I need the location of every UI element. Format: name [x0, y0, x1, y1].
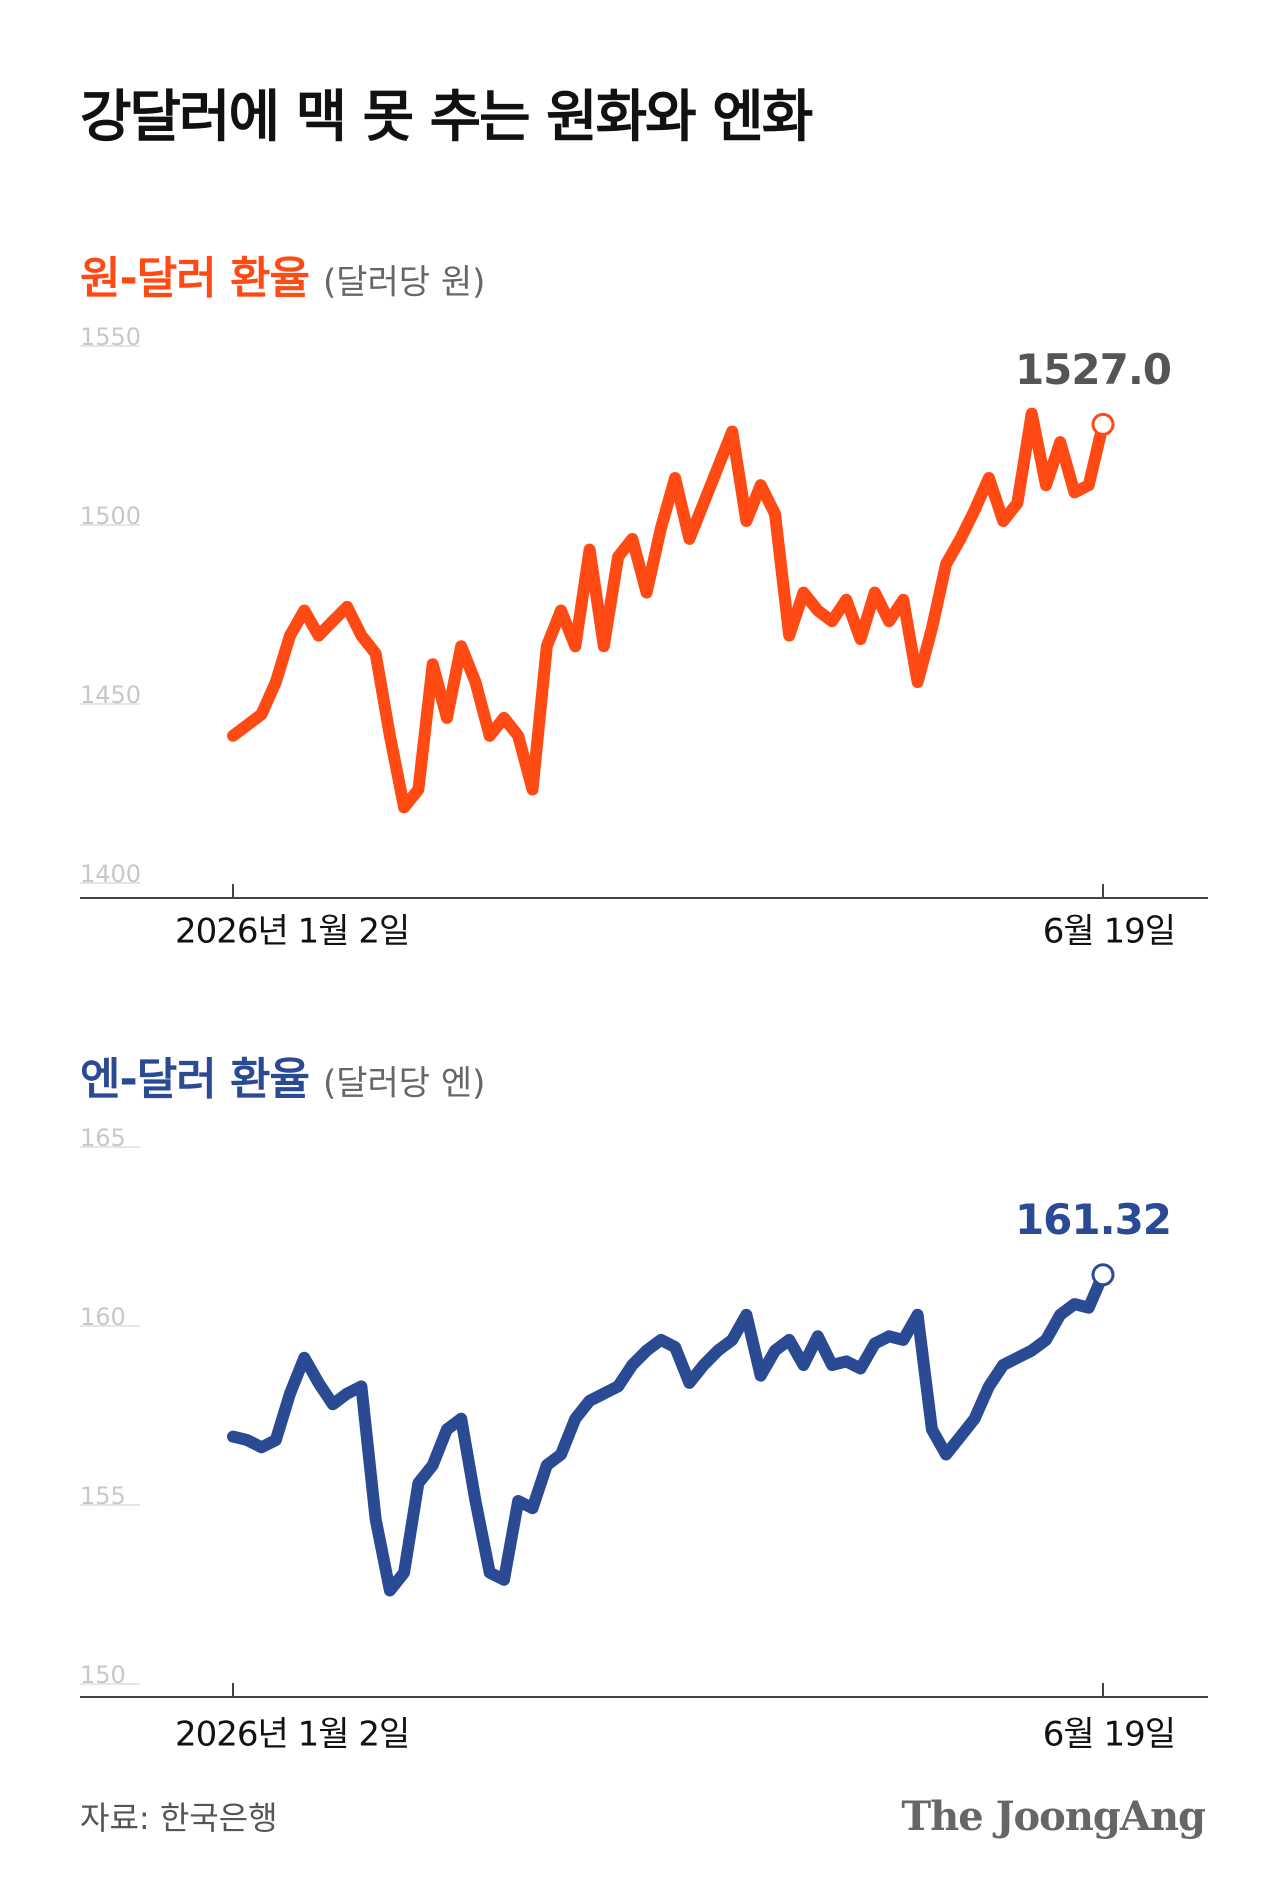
- y-tick-label: 1550: [80, 323, 141, 351]
- end-point: [1091, 412, 1115, 436]
- x-tick-label: 6월 19일: [1043, 1715, 1175, 1755]
- y-tick-label: 1450: [80, 681, 141, 709]
- brand: The JoongAng: [901, 1793, 1206, 1840]
- data-line: [227, 407, 1109, 814]
- source: 자료: 한국은행: [80, 1799, 278, 1837]
- y-tick-label: 155: [80, 1482, 126, 1510]
- chart-subtitle: (달러당 엔): [323, 1064, 485, 1104]
- end-point: [1091, 1263, 1115, 1287]
- end-value-label: 1527.0: [1015, 345, 1171, 394]
- chart-title: 원-달러 환율: [80, 253, 309, 304]
- y-tick-label: 160: [80, 1303, 126, 1331]
- x-tick-label: 2026년 1월 2일: [175, 912, 409, 952]
- chart-subtitle: (달러당 원): [323, 263, 485, 303]
- end-value-label: 161.32: [1015, 1195, 1171, 1244]
- y-tick-label: 150: [80, 1661, 126, 1689]
- main-title: 강달러에 맥 못 추는 원화와 엔화: [80, 85, 813, 150]
- data-line: [227, 1268, 1109, 1597]
- y-tick-label: 1500: [80, 502, 141, 530]
- x-tick-label: 2026년 1월 2일: [175, 1715, 409, 1755]
- chart-title: 엔-달러 환율: [80, 1054, 309, 1105]
- x-tick-label: 6월 19일: [1043, 912, 1175, 952]
- y-tick-label: 165: [80, 1124, 126, 1152]
- y-tick-label: 1400: [80, 860, 141, 888]
